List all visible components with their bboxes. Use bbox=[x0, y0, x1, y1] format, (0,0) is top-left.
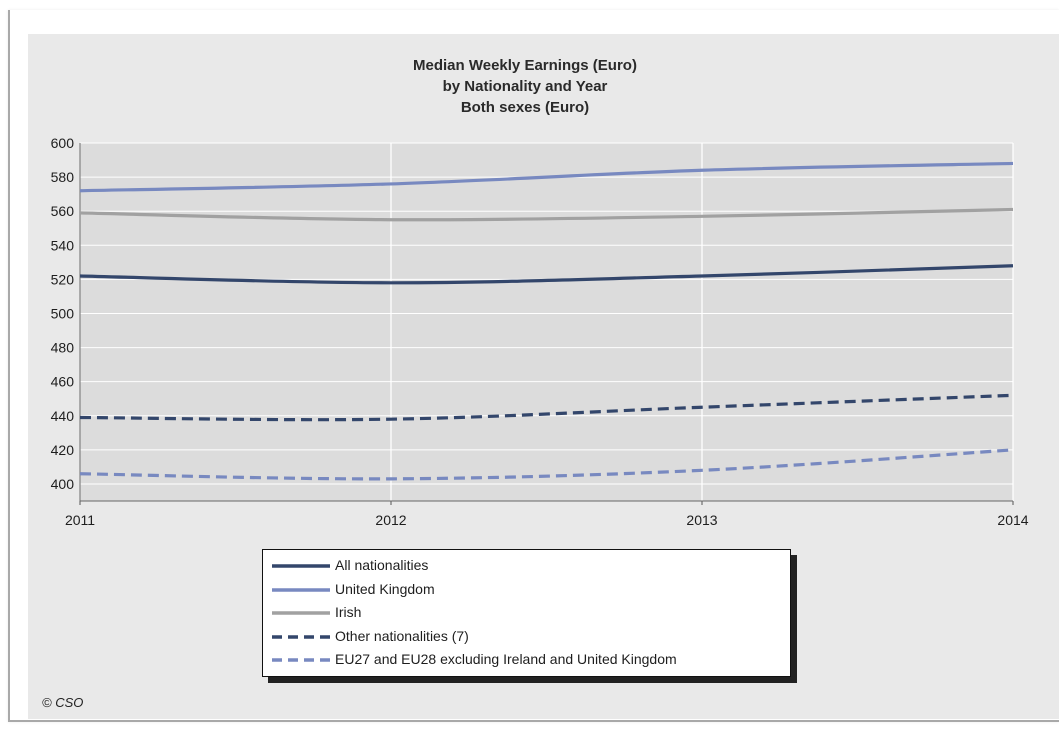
legend-item: Other nationalities (7) bbox=[263, 626, 790, 648]
y-tick-label: 540 bbox=[51, 237, 75, 253]
chart-title-line-3: Both sexes (Euro) bbox=[460, 99, 590, 116]
y-tick-label: 400 bbox=[51, 476, 75, 492]
series-line-2 bbox=[79, 161, 1014, 193]
y-tick-label: 560 bbox=[51, 203, 75, 219]
chart-title-line-1: Median Weekly Earnings (Euro) bbox=[413, 57, 637, 74]
chart-frame bbox=[8, 10, 1059, 722]
legend-label: United Kingdom bbox=[335, 580, 435, 597]
plot-area bbox=[80, 143, 1013, 501]
y-tick-label: 500 bbox=[51, 305, 75, 321]
y-tick-label: 580 bbox=[51, 169, 75, 185]
series-line-1 bbox=[79, 264, 1014, 285]
legend-swatch bbox=[272, 634, 330, 639]
x-tick-label: 2014 bbox=[997, 512, 1028, 528]
legend-swatch bbox=[272, 611, 330, 615]
y-tick-label: 520 bbox=[51, 271, 75, 287]
y-tick-label: 600 bbox=[51, 135, 75, 151]
legend-label: EU27 and EU28 excluding Ireland and Unit… bbox=[335, 651, 677, 667]
y-tick-label: 460 bbox=[51, 374, 75, 390]
x-tick-label: 2013 bbox=[686, 512, 717, 528]
legend-swatch bbox=[272, 658, 330, 662]
legend-item: Irish bbox=[263, 602, 790, 624]
legend-item: EU27 and EU28 excluding Ireland and Unit… bbox=[263, 649, 790, 671]
y-tick-label: 440 bbox=[51, 408, 75, 424]
y-tick-label: 420 bbox=[51, 442, 75, 458]
legend-item: All nationalities bbox=[263, 555, 790, 577]
legend-label: Irish bbox=[335, 604, 362, 620]
series-line-3 bbox=[79, 207, 1014, 222]
x-tick-label: 2011 bbox=[65, 512, 95, 528]
legend-swatch bbox=[272, 564, 330, 568]
legend: All nationalities United Kingdom Irish Othe… bbox=[262, 549, 791, 677]
series-line-4 bbox=[79, 393, 1014, 422]
x-tick-label: 2012 bbox=[375, 512, 406, 528]
legend-label: All nationalities bbox=[335, 557, 429, 573]
copyright-footer: © CSO bbox=[42, 695, 84, 710]
legend-label: Other nationalities (7) bbox=[335, 627, 469, 644]
legend-item: United Kingdom bbox=[263, 579, 790, 601]
series-line-5 bbox=[79, 448, 1014, 481]
legend-swatch bbox=[272, 587, 330, 592]
chart-title-line-2: by Nationality and Year bbox=[442, 78, 608, 95]
y-tick-label: 480 bbox=[51, 340, 75, 356]
